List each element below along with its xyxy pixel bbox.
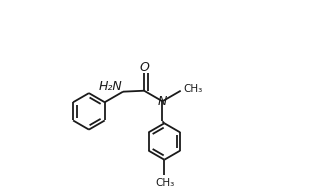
Text: CH₃: CH₃: [183, 84, 203, 94]
Text: H₂N: H₂N: [99, 80, 122, 93]
Text: O: O: [139, 61, 149, 74]
Text: CH₃: CH₃: [156, 178, 175, 188]
Text: N: N: [158, 95, 167, 108]
